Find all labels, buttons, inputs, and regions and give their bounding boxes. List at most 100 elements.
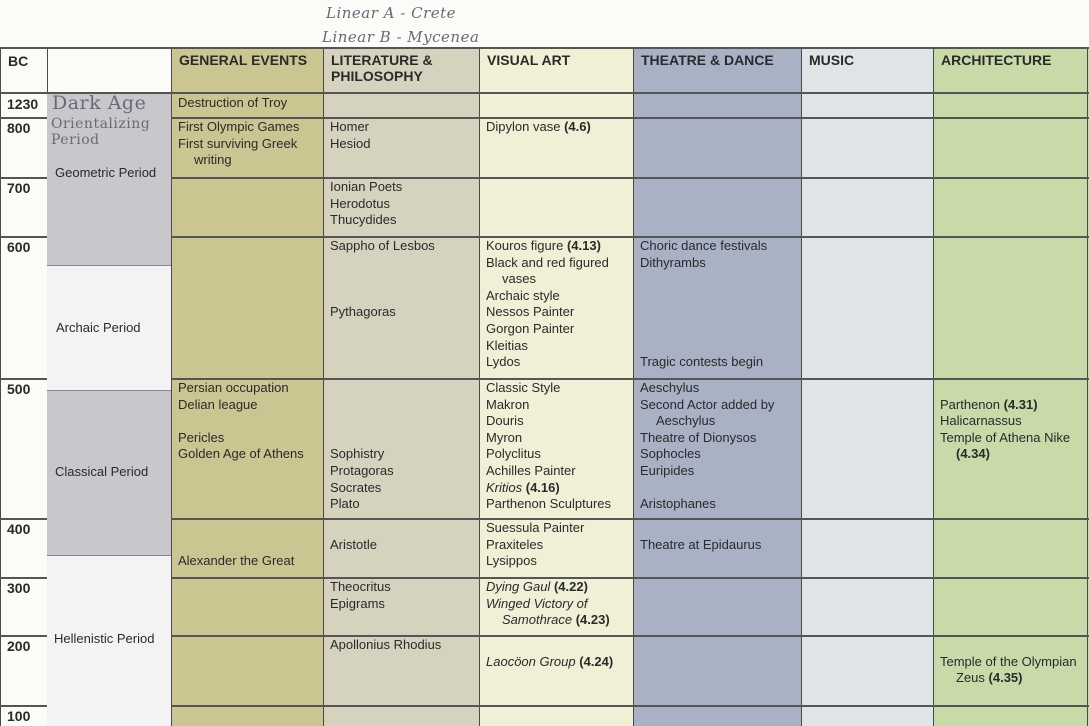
spacer xyxy=(178,520,320,537)
header-arch: ARCHITECTURE xyxy=(941,52,1052,68)
spacer xyxy=(640,321,798,338)
item-text: Herodotus xyxy=(330,195,390,211)
list-item: Protagoras xyxy=(330,463,476,480)
cell-lit: Sappho of Lesbos Pythagoras xyxy=(330,238,476,321)
item-text: Kouros figure xyxy=(486,238,564,253)
cell-theatre: Choric dance festivals Dithyrambs Tragic … xyxy=(640,238,798,371)
row-divider xyxy=(0,705,47,707)
item-text: Nessos Painter xyxy=(486,304,575,320)
period-divider xyxy=(47,390,171,391)
list-item: Nessos Painter xyxy=(486,304,630,321)
item-text: Sappho of Lesbos xyxy=(330,238,435,253)
item-text: Dipylon vase xyxy=(486,119,561,134)
item-text: Alexander the Great xyxy=(178,553,295,569)
cell-general: Alexander the Great xyxy=(178,520,320,570)
list-item: Kritios (4.16) xyxy=(486,480,630,497)
cell-visual: Laocöon Group (4.24) xyxy=(486,637,630,670)
cell-lit: Sophistry Protagoras Socrates Plato xyxy=(330,380,476,513)
spacer xyxy=(640,271,798,288)
spacer xyxy=(330,380,476,397)
bc-year: 800 xyxy=(7,120,31,136)
cell-general: Persian occupation Delian league Pericles… xyxy=(178,380,320,463)
row-divider xyxy=(0,378,47,380)
bc-year: 700 xyxy=(7,180,31,196)
list-item: Theatre at Epidaurus xyxy=(640,537,798,554)
list-item: Pericles xyxy=(178,430,320,447)
cell-general: First Olympic Games First surviving Greek… xyxy=(178,119,320,169)
item-text: Praxiteles xyxy=(486,536,544,552)
list-item: Aristophanes xyxy=(640,496,798,513)
list-item: Praxiteles xyxy=(486,537,630,554)
list-item: Tragic contests begin xyxy=(640,354,798,371)
list-item: Theocritus xyxy=(330,579,476,596)
bc-year: 300 xyxy=(7,580,31,596)
spacer xyxy=(940,380,1086,397)
list-item: Hesiod xyxy=(330,136,476,153)
cell-visual: Suessula Painter Praxiteles Lysippos xyxy=(486,520,630,570)
item-text: First Olympic Games xyxy=(178,119,300,134)
item-text: Destruction of Troy xyxy=(178,95,288,110)
item-text: Suessula Painter xyxy=(486,520,585,535)
item-text: Pericles xyxy=(178,429,225,445)
list-item: Dipylon vase (4.6) xyxy=(486,119,630,136)
item-text: Sophocles xyxy=(640,446,701,462)
list-item: Laocöon Group (4.24) xyxy=(486,654,630,671)
list-item: Theatre of Dionysos xyxy=(640,430,798,447)
list-item: Gorgon Painter xyxy=(486,321,630,338)
spacer xyxy=(940,637,1086,654)
row-divider xyxy=(171,378,1089,380)
list-item: Apollonius Rhodius xyxy=(330,637,476,654)
list-item: Thucydides xyxy=(330,212,476,229)
item-text: Makron xyxy=(486,396,530,412)
list-item: Suessula Painter xyxy=(486,520,630,537)
period-band xyxy=(47,390,171,555)
item-text: Dying Gaul xyxy=(486,579,551,594)
list-item: Halicarnassus xyxy=(940,413,1086,430)
list-item: Sophocles xyxy=(640,446,798,463)
cell-lit: Homer Hesiod xyxy=(330,119,476,152)
list-item: Kouros figure (4.13) xyxy=(486,238,630,255)
cell-theatre: Aeschylus Second Actor added by Aeschylus… xyxy=(640,380,798,513)
list-item: Classic Style xyxy=(486,380,630,397)
list-item: Polyclitus xyxy=(486,446,630,463)
header-general: GENERAL EVENTS xyxy=(179,52,308,68)
bc-year: 400 xyxy=(7,521,31,537)
list-item: Temple of the Olympian Zeus (4.35) xyxy=(940,654,1086,687)
list-item: Aristotle xyxy=(330,537,476,554)
list-item: Destruction of Troy xyxy=(178,95,320,112)
handwritten-note-linear-a: Linear A - Crete xyxy=(326,4,457,22)
figure-ref: (4.35) xyxy=(988,670,1023,686)
item-text: Theocritus xyxy=(330,579,391,594)
row-divider xyxy=(171,117,1089,119)
period-divider xyxy=(47,555,171,556)
figure-ref: (4.6) xyxy=(564,119,591,134)
period-band xyxy=(47,555,171,726)
item-text: Persian occupation xyxy=(178,380,289,395)
list-item: Achilles Painter xyxy=(486,463,630,480)
item-text: Homer xyxy=(330,119,370,134)
bc-year: 1230 xyxy=(7,96,39,112)
figure-ref: (4.13) xyxy=(566,238,601,253)
item-text: Pythagoras xyxy=(330,304,396,320)
cell-lit: Apollonius Rhodius xyxy=(330,637,476,654)
list-item: Temple of Athena Nike (4.34) xyxy=(940,430,1086,463)
list-item: First surviving Greek writing xyxy=(178,136,320,169)
spacer xyxy=(640,304,798,321)
spacer xyxy=(640,520,798,537)
header-bc: BC xyxy=(8,53,29,69)
row-divider xyxy=(171,635,1089,637)
list-item: Kleitias xyxy=(486,338,630,355)
item-text: Myron xyxy=(486,429,523,445)
item-text: First surviving Greek writing xyxy=(178,135,298,168)
row-divider xyxy=(0,177,47,179)
item-text: Kritios xyxy=(486,479,523,495)
list-item: Lydos xyxy=(486,354,630,371)
row-divider xyxy=(0,236,47,238)
cell-theatre: Theatre at Epidaurus xyxy=(640,520,798,553)
item-text: Choric dance festivals xyxy=(640,238,768,253)
spacer xyxy=(640,480,798,497)
header-divider xyxy=(0,92,1089,94)
row-divider xyxy=(0,577,47,579)
item-text: Temple of Athena Nike xyxy=(940,429,1071,445)
cell-visual: Dying Gaul (4.22) Winged Victory of Samot… xyxy=(486,579,630,629)
